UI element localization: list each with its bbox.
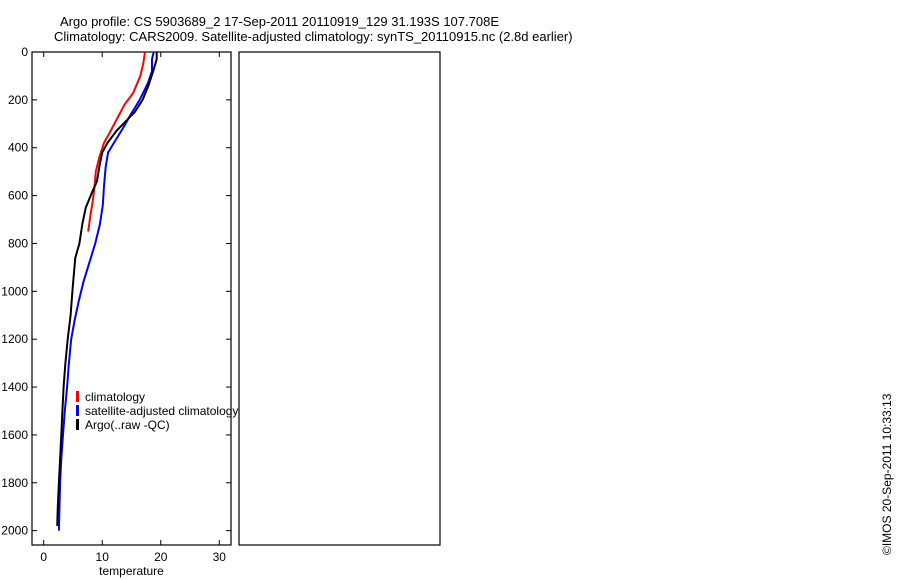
y-tick-label: 1000 [1, 284, 28, 298]
legend-swatch [76, 419, 79, 430]
x-axis-label: temperature [99, 564, 164, 578]
y-tick-label: 1600 [1, 428, 28, 442]
legend-swatch [76, 391, 79, 402]
y-tick-label: 0 [21, 45, 28, 59]
plot-frame [31, 51, 232, 546]
panel-temperature [31, 51, 232, 546]
legend-label: climatology [85, 390, 145, 404]
y-tick-label: 800 [8, 236, 28, 250]
y-tick-label: 1200 [1, 332, 28, 346]
series-line-climatology [87, 52, 146, 232]
chart-title-line1: Argo profile: CS 5903689_2 17-Sep-2011 2… [60, 14, 499, 29]
series-line-satellite-adjusted-climatology [57, 52, 155, 531]
legend-label: satellite-adjusted climatology [85, 404, 238, 418]
x-tick-label: 20 [154, 550, 168, 564]
y-tick-label: 2000 [1, 524, 28, 538]
y-tick-label: 200 [8, 93, 28, 107]
series-line-argo-raw-qc- [56, 52, 158, 526]
plot-frame [238, 51, 441, 546]
legend-swatch [76, 405, 79, 416]
panel-salinity [238, 51, 441, 546]
x-tick-label: 30 [213, 550, 227, 564]
y-tick-label: 1800 [1, 476, 28, 490]
x-tick-label: 0 [40, 550, 47, 564]
y-tick-label: 1400 [1, 380, 28, 394]
x-tick-label: 10 [96, 550, 110, 564]
y-tick-label: 400 [8, 141, 28, 155]
y-tick-label: 600 [8, 189, 28, 203]
imos-credit: ©IMOS 20-Sep-2011 10:33:13 [880, 393, 894, 555]
chart-title-line2: Climatology: CARS2009. Satellite-adjuste… [54, 29, 573, 44]
legend-label: Argo(..raw -QC) [85, 418, 170, 432]
